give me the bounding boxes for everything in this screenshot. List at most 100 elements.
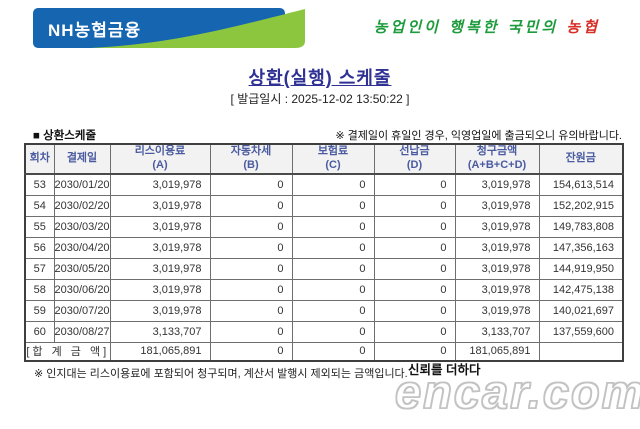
total-remaining-empty — [538, 341, 624, 362]
table-cell: 0 — [291, 320, 375, 343]
column-header: 결제일 — [53, 143, 111, 175]
table-header-row: 회차 결제일 리스이용료 (A) 자동차세 (B) 보험료 (C) 선납금 (D) 청구금액… — [24, 143, 624, 175]
table-row: 56 2030/04/20 3,019,978 0 0 0 3,019,978 147,356… — [24, 236, 624, 259]
table-cell: 3,019,978 — [454, 194, 540, 217]
schedule-table-body: 53 2030/01/20 3,019,978 0 0 0 3,019,978 154,613… — [24, 173, 624, 343]
table-cell: 0 — [373, 236, 456, 259]
section-row: ■ 상환스케줄 ※ 결제일이 휴일인 경우, 익영업일에 출금되오니 유의바랍니… — [33, 127, 622, 143]
table-cell: 137,559,600 — [538, 320, 624, 343]
table-cell: 0 — [209, 173, 293, 196]
table-cell: 2030/05/20 — [53, 257, 111, 280]
table-cell: 0 — [373, 194, 456, 217]
total-lease-fee: 181,065,891 — [109, 341, 211, 362]
table-cell: 152,202,915 — [538, 194, 624, 217]
table-cell: 2030/03/20 — [53, 215, 111, 238]
table-cell: 0 — [291, 257, 375, 280]
issue-datetime: [ 발급일시 : 2025-12-02 13:50:22 ] — [230, 92, 410, 106]
column-header: 회차 — [24, 143, 55, 175]
table-cell: 2030/01/20 — [53, 173, 111, 196]
table-row: 55 2030/03/20 3,019,978 0 0 0 3,019,978 149,783… — [24, 215, 624, 238]
total-label: [합 계 금 액] — [24, 341, 111, 362]
holiday-notice: ※ 결제일이 휴일인 경우, 익영업일에 출금되오니 유의바랍니다. — [335, 130, 622, 142]
table-cell: 0 — [209, 236, 293, 259]
table-cell: 0 — [209, 278, 293, 301]
table-cell: 0 — [291, 278, 375, 301]
table-cell: 0 — [291, 173, 375, 196]
table-cell: 2030/07/20 — [53, 299, 111, 322]
table-cell: 0 — [209, 215, 293, 238]
table-cell: 60 — [24, 320, 55, 343]
total-car-tax: 0 — [209, 341, 293, 362]
table-cell: 3,019,978 — [454, 173, 540, 196]
table-cell: 3,133,707 — [109, 320, 211, 343]
table-cell: 0 — [291, 299, 375, 322]
page-title: 상환(실행) 스케줄 — [248, 68, 392, 88]
table-cell: 3,019,978 — [109, 299, 211, 322]
table-cell: 3,019,978 — [454, 236, 540, 259]
encar-watermark: encar.com — [394, 365, 640, 418]
table-row: 59 2030/07/20 3,019,978 0 0 0 3,019,978 140,021… — [24, 299, 624, 322]
table-cell: 2030/04/20 — [53, 236, 111, 259]
table-cell: 3,019,978 — [454, 257, 540, 280]
table-cell: 0 — [373, 299, 456, 322]
table-cell: 0 — [291, 194, 375, 217]
table-cell: 147,356,163 — [538, 236, 624, 259]
total-row: [합 계 금 액] 181,065,891 0 0 0 181,065,891 — [24, 341, 624, 362]
table-cell: 149,783,808 — [538, 215, 624, 238]
table-row: 54 2030/02/20 3,019,978 0 0 0 3,019,978 152,202… — [24, 194, 624, 217]
total-billed-amount: 181,065,891 — [454, 341, 540, 362]
column-header: 청구금액 (A+B+C+D) — [454, 143, 540, 175]
table-cell: 57 — [24, 257, 55, 280]
table-cell: 2030/02/20 — [53, 194, 111, 217]
section-label: ■ 상환스케줄 — [33, 130, 97, 142]
table-cell: 56 — [24, 236, 55, 259]
table-cell: 58 — [24, 278, 55, 301]
table-cell: 3,019,978 — [454, 299, 540, 322]
table-cell: 2030/08/27 — [53, 320, 111, 343]
table-cell: 144,919,950 — [538, 257, 624, 280]
table-cell: 142,475,138 — [538, 278, 624, 301]
table-row: 60 2030/08/27 3,133,707 0 0 0 3,133,707 137,559… — [24, 320, 624, 343]
table-row: 57 2030/05/20 3,019,978 0 0 0 3,019,978 144,919… — [24, 257, 624, 280]
column-header: 보험료 (C) — [291, 143, 375, 175]
nh-banner-graphic — [33, 8, 305, 48]
table-cell: 3,019,978 — [454, 215, 540, 238]
table-cell: 140,021,697 — [538, 299, 624, 322]
table-cell: 2030/06/20 — [53, 278, 111, 301]
table-cell: 3,019,978 — [109, 173, 211, 196]
table-cell: 0 — [209, 257, 293, 280]
table-cell: 54 — [24, 194, 55, 217]
column-header: 잔원금 — [538, 143, 624, 175]
table-cell: 0 — [373, 257, 456, 280]
table-cell: 0 — [373, 173, 456, 196]
table-cell: 0 — [291, 215, 375, 238]
table-cell: 3,019,978 — [109, 194, 211, 217]
table-cell: 0 — [373, 320, 456, 343]
stamp-duty-footnote: ※ 인지대는 리스이용료에 포함되어 청구되며, 계산서 발행시 제외되는 금액… — [34, 368, 408, 380]
table-cell: 3,019,978 — [109, 215, 211, 238]
table-cell: 154,613,514 — [538, 173, 624, 196]
table-cell: 55 — [24, 215, 55, 238]
nh-logo-text: NH농협금융 — [48, 20, 142, 40]
slogan-red-part: 농협 — [566, 18, 600, 36]
table-cell: 3,019,978 — [109, 278, 211, 301]
table-cell: 0 — [373, 215, 456, 238]
table-cell: 59 — [24, 299, 55, 322]
column-header: 자동차세 (B) — [209, 143, 293, 175]
table-cell: 0 — [209, 320, 293, 343]
repayment-schedule-table: 회차 결제일 리스이용료 (A) 자동차세 (B) 보험료 (C) 선납금 (D) 청구금액… — [24, 143, 624, 362]
table-cell: 3,019,978 — [109, 257, 211, 280]
total-insurance: 0 — [291, 341, 375, 362]
nh-slogan: 농업인이 행복한 국민의 농협 — [374, 16, 600, 37]
table-cell: 0 — [209, 299, 293, 322]
table-cell: 3,133,707 — [454, 320, 540, 343]
column-header: 리스이용료 (A) — [109, 143, 211, 175]
table-cell: 0 — [209, 194, 293, 217]
table-row: 53 2030/01/20 3,019,978 0 0 0 3,019,978 154,613… — [24, 173, 624, 196]
nh-logo-banner: NH농협금융 — [33, 8, 305, 48]
table-cell: 3,019,978 — [454, 278, 540, 301]
column-header: 선납금 (D) — [373, 143, 456, 175]
table-cell: 3,019,978 — [109, 236, 211, 259]
watermark-tagline: 신뢰를 더하다 — [408, 363, 481, 377]
table-cell: 0 — [373, 278, 456, 301]
